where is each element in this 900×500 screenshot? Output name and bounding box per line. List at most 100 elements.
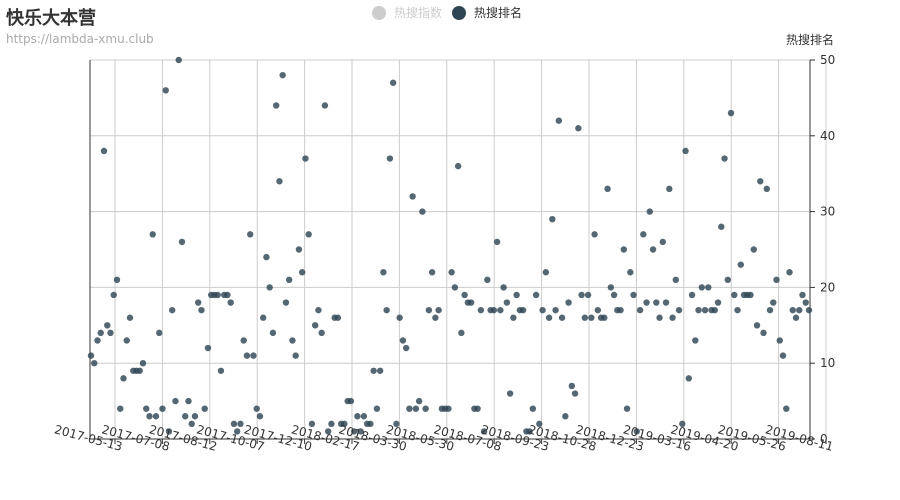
data-point[interactable] — [792, 314, 800, 321]
data-point[interactable] — [230, 420, 238, 428]
data-point[interactable] — [123, 337, 130, 344]
data-point[interactable] — [178, 238, 186, 246]
data-point[interactable] — [97, 329, 104, 337]
data-point[interactable] — [770, 299, 777, 306]
data-point[interactable] — [594, 306, 602, 314]
data-point[interactable] — [208, 291, 215, 299]
data-point[interactable] — [666, 185, 673, 193]
data-point[interactable] — [545, 314, 553, 321]
data-point[interactable] — [649, 246, 657, 253]
data-point[interactable] — [581, 314, 589, 321]
data-point[interactable] — [334, 314, 342, 321]
data-point[interactable] — [240, 337, 247, 344]
data-point[interactable] — [805, 306, 813, 314]
data-point[interactable] — [786, 269, 793, 276]
data-point[interactable] — [133, 367, 140, 374]
data-point[interactable] — [146, 413, 153, 420]
data-point[interactable] — [721, 155, 728, 162]
data-point[interactable] — [289, 337, 296, 344]
data-point[interactable] — [698, 284, 705, 291]
data-point[interactable] — [172, 397, 179, 405]
legend-item-heat-index[interactable]: 热搜指数 — [372, 4, 442, 21]
data-point[interactable] — [324, 428, 332, 435]
data-point[interactable] — [162, 87, 169, 94]
data-point[interactable] — [399, 337, 407, 344]
data-point[interactable] — [454, 162, 462, 170]
data-point[interactable] — [292, 352, 299, 359]
data-point[interactable] — [773, 276, 780, 284]
data-point[interactable] — [328, 420, 335, 428]
data-point[interactable] — [513, 291, 520, 299]
data-point[interactable] — [373, 405, 381, 412]
data-point[interactable] — [285, 276, 293, 284]
data-point[interactable] — [737, 261, 744, 268]
data-point[interactable] — [714, 299, 722, 306]
data-point[interactable] — [256, 413, 264, 420]
data-point[interactable] — [308, 420, 316, 428]
data-point[interactable] — [760, 329, 767, 337]
data-point[interactable] — [529, 405, 537, 412]
data-point[interactable] — [516, 306, 524, 314]
data-point[interactable] — [601, 314, 608, 321]
data-point[interactable] — [409, 193, 416, 200]
data-point[interactable] — [643, 299, 650, 306]
data-point[interactable] — [227, 299, 234, 306]
data-point[interactable] — [662, 299, 670, 306]
data-point[interactable] — [750, 246, 757, 253]
data-point[interactable] — [646, 208, 654, 215]
data-point[interactable] — [237, 420, 244, 428]
data-point[interactable] — [243, 352, 251, 359]
data-point[interactable] — [477, 306, 485, 314]
data-point[interactable] — [789, 306, 796, 314]
data-point[interactable] — [669, 314, 676, 321]
data-point[interactable] — [565, 299, 572, 306]
data-point[interactable] — [672, 276, 679, 284]
data-point[interactable] — [259, 314, 267, 321]
data-point[interactable] — [503, 299, 511, 306]
data-point[interactable] — [711, 306, 718, 314]
data-point[interactable] — [396, 314, 403, 321]
data-point[interactable] — [159, 405, 166, 412]
data-point[interactable] — [269, 329, 277, 337]
data-point[interactable] — [266, 284, 273, 291]
data-point[interactable] — [113, 276, 121, 284]
data-point[interactable] — [627, 269, 634, 276]
data-point[interactable] — [578, 291, 585, 299]
data-point[interactable] — [536, 420, 543, 428]
data-point[interactable] — [636, 306, 644, 314]
data-point[interactable] — [318, 329, 325, 337]
data-point[interactable] — [552, 306, 559, 314]
data-point[interactable] — [350, 428, 358, 435]
data-point[interactable] — [591, 231, 598, 238]
data-point[interactable] — [272, 102, 280, 109]
data-point[interactable] — [149, 231, 156, 238]
data-point[interactable] — [383, 306, 390, 314]
data-point[interactable] — [549, 215, 556, 223]
data-point[interactable] — [380, 269, 387, 276]
data-point[interactable] — [571, 390, 579, 397]
data-point[interactable] — [802, 299, 809, 306]
data-point[interactable] — [354, 413, 361, 420]
data-point[interactable] — [331, 314, 338, 321]
data-point[interactable] — [201, 405, 208, 412]
data-point[interactable] — [363, 420, 371, 428]
data-point[interactable] — [438, 405, 446, 412]
data-point[interactable] — [211, 291, 218, 299]
data-point[interactable] — [747, 291, 754, 299]
data-point[interactable] — [692, 337, 699, 344]
data-point[interactable] — [169, 306, 176, 314]
data-point[interactable] — [500, 284, 507, 291]
data-point[interactable] — [389, 79, 397, 86]
data-point[interactable] — [451, 284, 459, 291]
data-point[interactable] — [224, 291, 231, 299]
data-point[interactable] — [685, 375, 692, 382]
data-point[interactable] — [630, 291, 637, 299]
data-point[interactable] — [659, 238, 667, 246]
data-point[interactable] — [126, 314, 134, 321]
data-point[interactable] — [87, 352, 95, 359]
data-point[interactable] — [640, 231, 647, 238]
data-point[interactable] — [610, 291, 618, 299]
data-point[interactable] — [740, 291, 748, 299]
data-point[interactable] — [367, 420, 374, 428]
data-point[interactable] — [195, 299, 202, 306]
